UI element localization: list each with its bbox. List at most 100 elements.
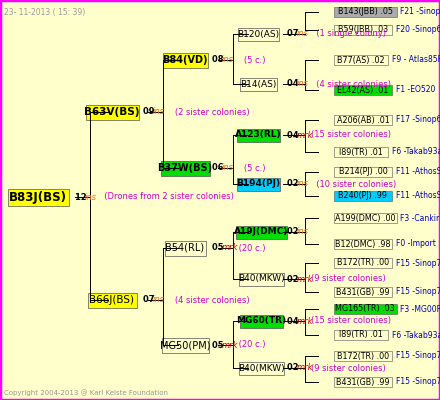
FancyBboxPatch shape [334, 7, 397, 17]
Text: A206(AB) .01: A206(AB) .01 [337, 116, 389, 124]
Text: ins: ins [297, 180, 309, 188]
Text: 07: 07 [287, 30, 301, 38]
Text: B194(PJ): B194(PJ) [236, 180, 280, 188]
Text: A123(RL): A123(RL) [235, 130, 281, 140]
Text: B66J(BS): B66J(BS) [89, 295, 135, 305]
Text: F11 -AthosSt80R: F11 -AthosSt80R [396, 192, 440, 200]
Text: A199(DMC) .00: A199(DMC) .00 [335, 214, 396, 222]
Text: 05: 05 [212, 244, 227, 252]
Text: F17 -Sinop62R: F17 -Sinop62R [396, 116, 440, 124]
Text: ins: ins [297, 80, 309, 88]
Text: 02: 02 [287, 180, 301, 188]
FancyBboxPatch shape [334, 377, 392, 387]
Text: (20 c.): (20 c.) [236, 244, 265, 252]
Text: F15 -Sinop72R: F15 -Sinop72R [396, 352, 440, 360]
FancyBboxPatch shape [334, 258, 392, 268]
FancyBboxPatch shape [237, 178, 279, 190]
FancyBboxPatch shape [239, 78, 276, 90]
Text: 02: 02 [287, 364, 301, 372]
Text: mrk: mrk [297, 274, 313, 284]
Text: (4 sister colonies): (4 sister colonies) [167, 296, 249, 304]
Text: 02: 02 [287, 228, 301, 236]
Text: mrk: mrk [222, 244, 238, 252]
FancyBboxPatch shape [238, 272, 283, 286]
Text: 09: 09 [143, 108, 158, 116]
FancyBboxPatch shape [334, 55, 388, 65]
FancyBboxPatch shape [334, 167, 392, 177]
Text: mrk: mrk [297, 316, 313, 326]
Text: B83J(BS): B83J(BS) [9, 190, 67, 204]
Text: B120(AS): B120(AS) [237, 30, 279, 38]
Text: B84(VD): B84(VD) [162, 55, 208, 65]
Text: 04: 04 [287, 130, 301, 140]
Text: ins: ins [297, 30, 309, 38]
Text: B54(RL): B54(RL) [165, 243, 205, 253]
Text: (9 sister colonies): (9 sister colonies) [311, 364, 386, 372]
Text: 23- 11-2013 ( 15: 39): 23- 11-2013 ( 15: 39) [4, 8, 85, 17]
Text: ins: ins [222, 56, 234, 64]
FancyBboxPatch shape [334, 287, 392, 297]
FancyBboxPatch shape [88, 292, 136, 308]
Text: B172(TR) .00: B172(TR) .00 [337, 352, 389, 360]
Text: 06: 06 [212, 164, 227, 172]
Text: MG165(TR) .03: MG165(TR) .03 [335, 304, 395, 314]
Text: B14(AS): B14(AS) [240, 80, 276, 88]
FancyBboxPatch shape [334, 147, 388, 157]
Text: B12(DMC) .98: B12(DMC) .98 [335, 240, 391, 248]
FancyBboxPatch shape [7, 188, 69, 206]
Text: F0 -Import: F0 -Import [396, 240, 436, 248]
FancyBboxPatch shape [334, 85, 392, 95]
Text: (5 c.): (5 c.) [236, 56, 265, 64]
Text: ins: ins [153, 296, 165, 304]
FancyBboxPatch shape [85, 104, 139, 120]
Text: B431(GB) .99: B431(GB) .99 [336, 288, 390, 296]
FancyBboxPatch shape [162, 52, 208, 68]
Text: 02: 02 [287, 274, 301, 284]
Text: mrk: mrk [222, 340, 238, 350]
Text: (Drones from 2 sister colonies): (Drones from 2 sister colonies) [99, 192, 234, 202]
FancyBboxPatch shape [334, 191, 392, 201]
Text: 12: 12 [75, 192, 90, 202]
Text: F15 -Sinop72R: F15 -Sinop72R [396, 288, 440, 296]
Text: Copyright 2004-2013 @ Karl Kelste Foundation: Copyright 2004-2013 @ Karl Kelste Founda… [4, 389, 168, 396]
FancyBboxPatch shape [237, 128, 279, 142]
Text: ins: ins [153, 108, 165, 116]
FancyBboxPatch shape [334, 239, 392, 249]
Text: (2 sister colonies): (2 sister colonies) [167, 108, 249, 116]
Text: B37W(BS): B37W(BS) [158, 163, 213, 173]
Text: B59(JBB) .03: B59(JBB) .03 [338, 26, 388, 34]
Text: F3 -Cankiri97Q: F3 -Cankiri97Q [400, 214, 440, 222]
Text: B214(PJ) .00: B214(PJ) .00 [339, 168, 387, 176]
Text: (10 sister colonies): (10 sister colonies) [311, 180, 396, 188]
FancyBboxPatch shape [161, 338, 209, 352]
Text: (15 sister colonies): (15 sister colonies) [311, 130, 391, 140]
Text: 04: 04 [287, 316, 301, 326]
Text: F21 -Sinop62R: F21 -Sinop62R [400, 8, 440, 16]
Text: I89(TR) .01: I89(TR) .01 [339, 330, 383, 340]
Text: B40(MKW): B40(MKW) [238, 274, 284, 284]
FancyBboxPatch shape [161, 160, 209, 176]
Text: 08: 08 [212, 56, 226, 64]
FancyBboxPatch shape [334, 304, 397, 314]
FancyBboxPatch shape [165, 240, 205, 256]
Text: ins: ins [297, 228, 309, 236]
Text: F9 - Atlas85R: F9 - Atlas85R [392, 56, 440, 64]
Text: 04: 04 [287, 80, 301, 88]
FancyBboxPatch shape [238, 28, 279, 40]
Text: ins: ins [222, 164, 234, 172]
Text: F15 -Sinop72R: F15 -Sinop72R [396, 378, 440, 386]
Text: F11 -AthosSt80R: F11 -AthosSt80R [396, 168, 440, 176]
Text: (15 sister colonies): (15 sister colonies) [311, 316, 391, 326]
Text: (4 sister colonies): (4 sister colonies) [311, 80, 391, 88]
FancyBboxPatch shape [334, 25, 392, 35]
Text: (5 c.): (5 c.) [236, 164, 265, 172]
FancyBboxPatch shape [239, 314, 282, 328]
Text: mrk: mrk [297, 130, 313, 140]
FancyBboxPatch shape [235, 226, 286, 238]
Text: B40(MKW): B40(MKW) [238, 364, 284, 372]
Text: A19J(DMC): A19J(DMC) [234, 228, 288, 236]
Text: B431(GB) .99: B431(GB) .99 [336, 378, 390, 386]
FancyBboxPatch shape [334, 213, 397, 223]
Text: B143(JBB) .05: B143(JBB) .05 [338, 8, 393, 16]
Text: MG60(TR): MG60(TR) [236, 316, 286, 326]
